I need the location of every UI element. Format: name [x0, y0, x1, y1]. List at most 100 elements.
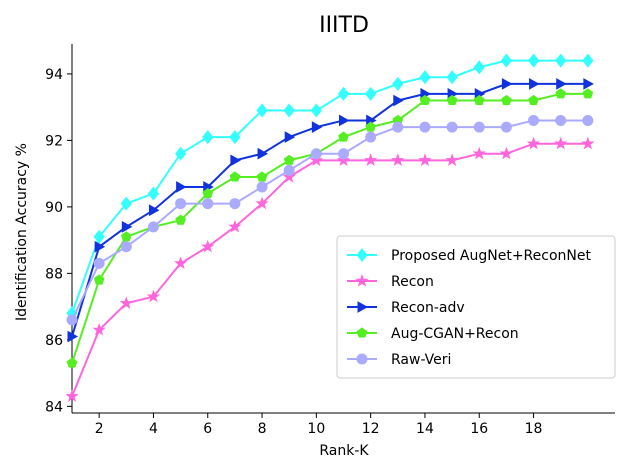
data-point [282, 169, 296, 183]
data-point [338, 148, 349, 160]
legend: Proposed AugNet+ReconNet Recon Recon-adv Au… [336, 235, 616, 379]
x-tick-label: 4 [149, 421, 158, 437]
series-line [71, 82, 588, 337]
data-point [92, 322, 106, 336]
data-point [419, 94, 431, 106]
data-point [581, 136, 595, 150]
data-point [336, 153, 351, 166]
data-point [229, 130, 241, 145]
data-point [120, 196, 132, 211]
data-point [473, 121, 485, 133]
x-tick-label: 6 [203, 421, 212, 437]
data-point [339, 114, 350, 127]
data-point [528, 114, 540, 126]
data-point [256, 103, 268, 118]
legend-marker [356, 327, 368, 338]
data-point [365, 131, 377, 143]
data-point [283, 154, 295, 165]
y-tick-label: 92 [45, 133, 63, 149]
data-point [146, 289, 161, 303]
data-point [66, 357, 78, 368]
data-point [175, 198, 187, 210]
data-point [283, 164, 295, 176]
x-tick-label: 16 [470, 421, 488, 437]
legend-box [336, 235, 616, 379]
legend-marker [355, 274, 369, 287]
x-tick-label: 18 [525, 421, 543, 437]
data-point [67, 330, 79, 343]
data-point [309, 153, 323, 166]
data-point [446, 94, 458, 106]
x-tick-label: 8 [258, 421, 267, 437]
data-point [310, 148, 322, 160]
data-point [445, 153, 459, 166]
data-point [554, 136, 568, 150]
data-point [501, 94, 512, 106]
data-point [228, 219, 242, 233]
y-tick-label: 94 [45, 67, 63, 83]
x-tick-label: 12 [362, 421, 380, 437]
data-point [392, 121, 404, 133]
data-point [229, 171, 241, 182]
data-point [555, 114, 567, 126]
data-point [257, 147, 269, 160]
data-point [121, 220, 133, 233]
data-point [93, 257, 105, 269]
data-point [283, 103, 295, 118]
data-point [93, 274, 105, 285]
data-point [365, 121, 376, 132]
data-point [473, 94, 485, 106]
data-point [556, 78, 567, 90]
y-axis-label: Identification Accuracy % [14, 143, 30, 321]
legend-label: Proposed AugNet+ReconNet [391, 248, 591, 264]
legend-marker [357, 301, 369, 313]
legend-label: Aug-CGAN+Recon [391, 326, 519, 342]
data-point [393, 94, 404, 107]
data-point [201, 239, 215, 253]
x-tick-label: 10 [307, 421, 325, 437]
data-point [147, 221, 159, 233]
data-point [582, 88, 594, 99]
data-point [65, 389, 79, 403]
data-point [582, 114, 594, 126]
y-tick-label: 84 [45, 399, 63, 415]
data-point [582, 53, 594, 68]
data-point [391, 153, 405, 166]
legend-marker [356, 353, 368, 365]
legend-item: Recon [347, 274, 434, 290]
x-axis-label: Rank-K [319, 443, 369, 459]
data-point [229, 198, 241, 210]
data-point [202, 198, 214, 210]
legend-item: Raw-Veri [347, 352, 451, 368]
data-point [526, 136, 541, 150]
data-point [147, 186, 160, 201]
legend-label: Recon [391, 274, 434, 290]
legend-item: Recon-adv [347, 300, 465, 316]
series-raw-veri [66, 114, 594, 326]
data-point [500, 121, 512, 133]
series-layer [65, 53, 595, 403]
data-point [120, 231, 132, 242]
data-point [529, 78, 540, 90]
data-point [555, 88, 567, 99]
data-point [501, 78, 513, 90]
data-point [202, 187, 214, 199]
data-point [583, 78, 594, 90]
data-point [392, 76, 404, 91]
x-tick-label: 2 [95, 421, 104, 437]
data-point [473, 60, 485, 75]
legend-item: Proposed AugNet+ReconNet [347, 247, 591, 264]
data-point [230, 154, 241, 167]
data-point [174, 146, 187, 161]
legend-item: Aug-CGAN+Recon [347, 326, 519, 342]
data-point [472, 146, 486, 160]
data-point [337, 86, 350, 101]
data-point [528, 94, 539, 106]
y-tick-label: 90 [45, 200, 63, 216]
data-point [500, 53, 513, 68]
data-point [338, 131, 349, 142]
series-recon [65, 136, 595, 403]
x-tick-label: 14 [416, 421, 434, 437]
data-point [418, 153, 432, 166]
